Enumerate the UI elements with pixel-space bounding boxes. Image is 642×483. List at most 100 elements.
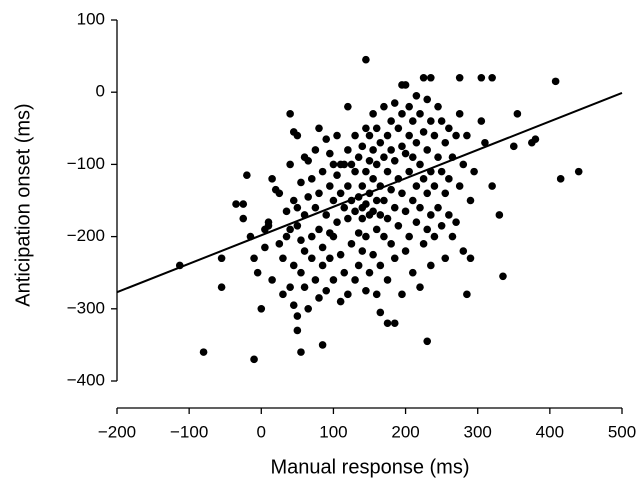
point [401, 149, 410, 158]
point [344, 146, 352, 154]
point [362, 167, 370, 176]
point [455, 110, 464, 118]
point [416, 160, 424, 169]
point [286, 110, 294, 118]
point [315, 124, 323, 133]
point [293, 131, 302, 140]
point [430, 182, 439, 190]
y-tick-label: 100 [77, 9, 105, 28]
point [445, 175, 453, 183]
y-axis-label: Anticipation onset (ms) [12, 103, 34, 306]
point [387, 117, 395, 125]
point [358, 142, 367, 151]
y-tick-label: −300 [67, 298, 105, 317]
point [297, 268, 305, 277]
point [297, 348, 305, 356]
point [369, 250, 377, 259]
point [372, 225, 381, 234]
point [293, 203, 302, 212]
point [423, 225, 432, 234]
point [408, 268, 417, 277]
point [261, 243, 269, 252]
point [441, 189, 450, 198]
point [354, 153, 363, 161]
point [199, 348, 208, 356]
point [551, 77, 560, 86]
point [427, 211, 435, 219]
point [499, 272, 507, 281]
point [455, 182, 464, 190]
point [340, 268, 349, 277]
point [419, 175, 428, 183]
y-tick-label: −400 [67, 370, 105, 389]
point [354, 261, 363, 270]
point [427, 117, 435, 125]
point [329, 232, 338, 241]
point [423, 189, 432, 198]
point [383, 214, 392, 223]
point [376, 308, 385, 317]
point [423, 95, 432, 104]
point [297, 236, 305, 245]
point [333, 131, 341, 140]
point [398, 189, 406, 198]
point [358, 247, 367, 255]
point [434, 203, 442, 212]
point [369, 146, 377, 154]
point [318, 341, 327, 349]
point [463, 131, 471, 140]
x-tick-label: 400 [536, 422, 564, 441]
point [405, 167, 413, 176]
point [477, 73, 486, 82]
point [347, 240, 356, 248]
point [495, 211, 504, 219]
point [394, 124, 403, 133]
point [376, 261, 385, 270]
point [253, 268, 262, 277]
point [250, 355, 258, 364]
point [300, 247, 309, 255]
point [376, 138, 385, 147]
point [441, 138, 450, 147]
point [434, 153, 442, 161]
point [250, 254, 258, 263]
point [369, 110, 377, 118]
point [448, 232, 457, 241]
point [289, 301, 298, 309]
point [326, 149, 334, 158]
point [412, 218, 421, 226]
point [452, 218, 460, 226]
point [434, 102, 442, 111]
point [239, 214, 248, 223]
point [344, 182, 352, 190]
point [304, 305, 312, 313]
point [351, 207, 359, 216]
point [427, 73, 435, 82]
point [383, 319, 392, 328]
point [372, 160, 381, 169]
point [307, 254, 316, 263]
point [318, 261, 327, 270]
point [401, 247, 410, 255]
point [289, 196, 298, 205]
point [408, 153, 417, 161]
point [383, 167, 392, 176]
point [430, 131, 439, 140]
point [470, 167, 478, 176]
point [322, 286, 331, 295]
point [430, 232, 439, 241]
point [286, 160, 294, 169]
point [412, 92, 421, 100]
y-tick-label: 0 [96, 82, 105, 101]
point [416, 283, 424, 291]
point [390, 99, 399, 107]
point [419, 240, 428, 248]
point [293, 326, 302, 335]
point [405, 102, 413, 111]
point [362, 124, 370, 133]
x-tick-label: 200 [391, 422, 419, 441]
y-tick-label: −200 [67, 226, 105, 245]
point [387, 240, 395, 248]
point [390, 203, 399, 212]
